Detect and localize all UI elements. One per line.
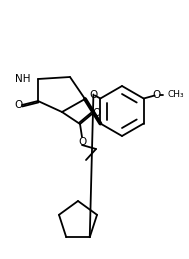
Text: O: O: [92, 108, 100, 118]
Text: O: O: [89, 90, 98, 99]
Text: O: O: [153, 90, 161, 99]
Text: CH₃: CH₃: [168, 90, 184, 99]
Text: NH: NH: [15, 74, 30, 84]
Text: O: O: [78, 137, 86, 147]
Text: O: O: [14, 100, 22, 110]
